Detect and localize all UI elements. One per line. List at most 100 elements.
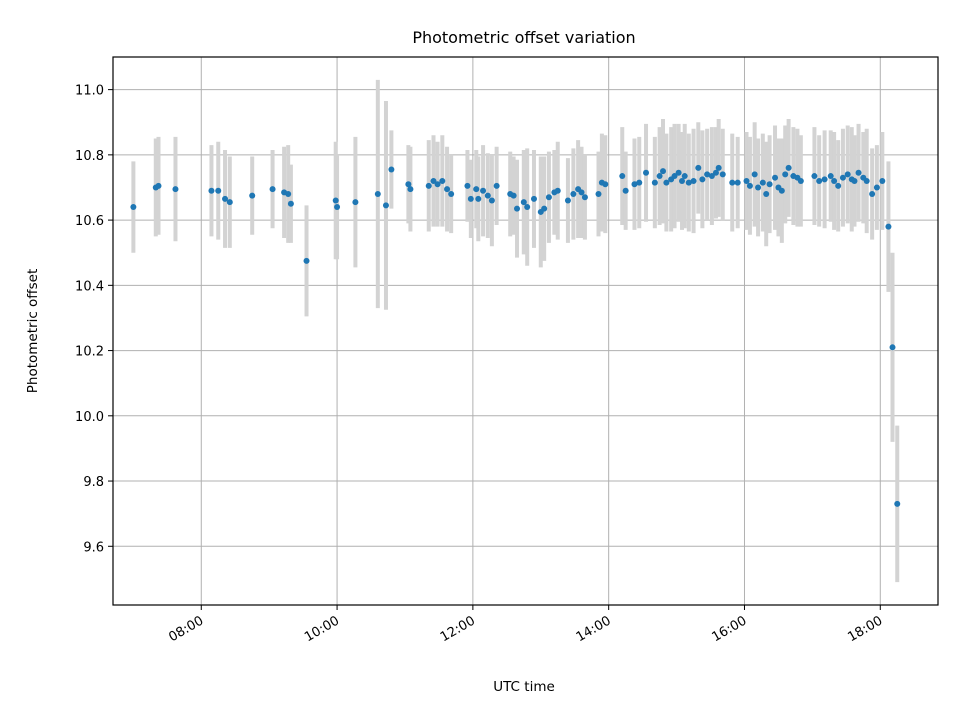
plot-frame [112, 56, 939, 606]
data-point [685, 179, 692, 186]
data-point [285, 191, 292, 197]
y-tick-label: 10.2 [75, 345, 104, 360]
y-tick-label: 11.0 [75, 84, 104, 99]
data-point [564, 197, 571, 204]
y-tick-label: 10.0 [75, 410, 104, 425]
y-tick-label: 9.8 [83, 475, 104, 490]
data-point [695, 164, 702, 171]
data-point [578, 189, 585, 196]
data-point [448, 191, 455, 197]
data-point [269, 186, 276, 193]
data-point [464, 182, 471, 189]
data-point [797, 177, 804, 184]
data-point [467, 195, 474, 202]
data-point [782, 171, 789, 178]
data-point [894, 500, 901, 507]
data-point [514, 205, 521, 212]
data-point [719, 171, 726, 178]
chart-title: Photometric offset variation [412, 28, 635, 47]
data-point [873, 184, 880, 191]
data-point [388, 166, 395, 173]
data-point [425, 182, 432, 189]
data-point [541, 205, 548, 212]
data-point [704, 171, 711, 178]
data-point [631, 181, 638, 188]
data-point [785, 164, 792, 171]
data-point [222, 195, 229, 202]
data-point [520, 199, 527, 206]
data-point [651, 179, 658, 186]
data-point [444, 186, 451, 193]
data-point [811, 173, 818, 180]
data-point [602, 181, 609, 188]
data-point [708, 173, 715, 180]
data-point [681, 173, 688, 180]
data-point [643, 169, 650, 176]
data-point [863, 177, 870, 184]
data-point [407, 186, 414, 193]
data-point [663, 179, 670, 186]
y-tick-label: 10.8 [75, 149, 104, 164]
data-point [334, 204, 341, 211]
x-axis-label: UTC time [493, 679, 555, 695]
data-point [679, 177, 686, 184]
data-point [889, 344, 896, 351]
data-point [215, 187, 222, 194]
data-point [671, 173, 678, 180]
data-point [524, 204, 531, 211]
data-point [827, 173, 834, 180]
data-point [766, 181, 773, 188]
data-point [374, 191, 381, 197]
data-point [636, 179, 643, 186]
data-point [473, 186, 480, 193]
data-points [130, 164, 901, 507]
data-point [622, 187, 629, 194]
data-point [734, 179, 741, 186]
data-point [755, 184, 762, 191]
data-point [699, 176, 706, 183]
data-point [715, 164, 722, 171]
data-point [303, 257, 310, 264]
data-point [675, 169, 682, 176]
data-point [816, 177, 823, 184]
data-point [729, 179, 736, 186]
data-point [743, 177, 750, 184]
data-point [249, 192, 256, 199]
data-point [545, 194, 552, 201]
data-point [772, 174, 779, 181]
data-point [510, 192, 517, 199]
data-point [130, 204, 137, 211]
data-point [554, 187, 561, 194]
data-point [439, 177, 446, 184]
data-point [869, 191, 876, 197]
data-point [835, 182, 842, 189]
y-tick-label: 9.6 [83, 540, 104, 555]
data-point [405, 181, 412, 188]
data-point [831, 177, 838, 184]
data-point [839, 174, 846, 181]
data-point [690, 177, 697, 184]
data-point [759, 179, 766, 186]
data-point [480, 187, 487, 194]
data-point [430, 177, 437, 184]
data-point [155, 182, 162, 189]
data-point [332, 197, 339, 204]
data-point [751, 171, 758, 178]
y-axis-ticks: 9.6 9.8 10.0 10.2 10.4 10.6 10.8 11.0 [75, 84, 113, 555]
data-point [619, 173, 626, 180]
y-tick-label: 10.6 [75, 214, 104, 229]
data-point [570, 191, 577, 197]
data-point [475, 195, 482, 202]
data-point [172, 186, 179, 193]
data-point [656, 173, 663, 180]
data-point [855, 169, 862, 176]
data-point [763, 191, 770, 197]
data-point [595, 191, 602, 197]
data-point [660, 168, 666, 175]
data-point [821, 176, 828, 183]
data-point [778, 187, 785, 194]
data-point [352, 199, 359, 206]
data-point [844, 171, 851, 178]
